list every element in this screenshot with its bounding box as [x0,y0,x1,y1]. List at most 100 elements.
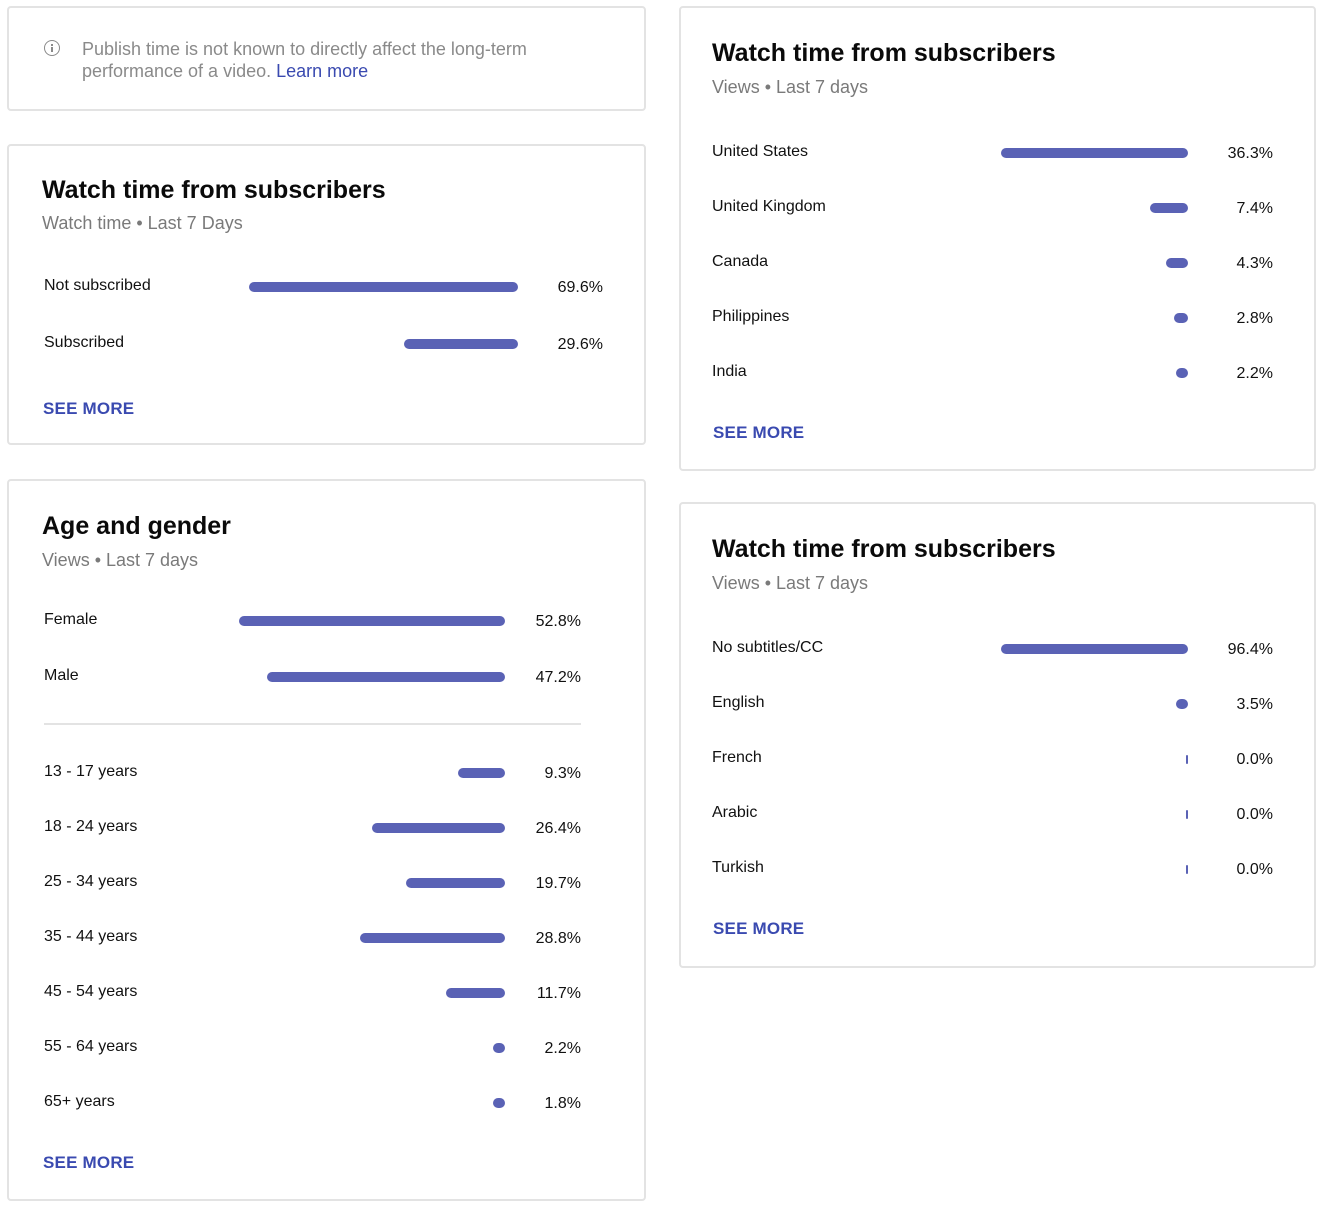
row-value: 2.2% [1236,365,1273,382]
bar-track [239,672,505,682]
learn-more-link[interactable]: Learn more [276,61,369,81]
row-label: 65+ years [44,1093,115,1110]
bar-fill [1186,865,1188,874]
row-label: Subscribed [44,334,125,351]
row-label: Arabic [712,804,758,821]
bar-row: Arabic 0.0% [712,803,1273,827]
bar-track [239,768,505,778]
row-label: 18 - 24 years [44,818,138,835]
row-value: 96.4% [1227,641,1273,658]
bar-row: No subtitles/CC 96.4% [712,638,1273,662]
bar-track [239,933,505,943]
bar-row: Not subscribed 69.6% [44,276,603,300]
see-more-button[interactable]: SEE MORE [713,919,805,938]
bar-fill [1186,755,1188,764]
bar-track [1001,368,1188,378]
row-label: Turkish [712,859,764,876]
row-value: 19.7% [535,875,581,892]
row-value: 2.8% [1236,310,1273,327]
see-more-button[interactable]: SEE MORE [713,423,805,442]
notice-message: Publish time is not known to directly af… [82,39,527,81]
card-title: Watch time from subscribers [42,176,386,204]
bar-fill [493,1043,505,1053]
row-value: 11.7% [536,985,581,1002]
geography-card: Watch time from subscribers Views • Last… [679,6,1316,471]
bar-track [1001,864,1188,874]
bar-track [239,823,505,833]
row-label: Canada [712,253,769,270]
section-divider [44,723,581,725]
bar-track [1001,754,1188,764]
bar-track [1001,644,1188,654]
card-subtitle: Views • Last 7 days [42,550,199,570]
bar-track [239,988,505,998]
bar-fill [446,988,505,998]
bar-fill [1176,699,1188,709]
bar-row: Turkish 0.0% [712,858,1273,882]
row-label: United States [712,143,809,160]
bar-fill [1001,148,1188,158]
bar-fill [493,1098,505,1108]
row-label: French [712,749,762,766]
row-value: 47.2% [535,669,581,686]
bar-fill [1174,313,1188,323]
bar-row: French 0.0% [712,748,1273,772]
card-subtitle: Watch time • Last 7 Days [42,213,243,233]
see-more-button[interactable]: SEE MORE [43,1153,135,1172]
row-value: 2.2% [544,1040,581,1057]
row-value: 26.4% [535,820,581,837]
bar-row: 13 - 17 years 9.3% [44,762,581,786]
bar-row: India 2.2% [712,362,1273,386]
bar-track [249,282,518,292]
row-value: 1.8% [544,1095,581,1112]
row-value: 3.5% [1236,696,1273,713]
row-value: 9.3% [544,765,581,782]
row-value: 0.0% [1236,861,1273,878]
row-label: 25 - 34 years [44,873,138,890]
bar-fill [1176,368,1188,378]
row-value: 0.0% [1236,751,1273,768]
card-title: Age and gender [42,512,231,540]
row-label: 35 - 44 years [44,928,138,945]
row-label: 55 - 64 years [44,1038,138,1055]
row-value: 36.3% [1227,145,1273,162]
subtitles-cc-card: Watch time from subscribers Views • Last… [679,502,1316,968]
row-label: Philippines [712,308,790,325]
bar-row: 55 - 64 years 2.2% [44,1037,581,1061]
row-value: 7.4% [1236,200,1273,217]
card-subtitle: Views • Last 7 days [712,573,869,593]
bar-row: Subscribed 29.6% [44,333,603,357]
bar-fill [1001,644,1188,654]
bar-row: 35 - 44 years 28.8% [44,927,581,951]
bar-fill [267,672,505,682]
card-title: Watch time from subscribers [712,535,1056,563]
row-label: India [712,363,747,380]
bar-row: Male 47.2% [44,666,581,690]
row-label: 13 - 17 years [44,763,138,780]
bar-track [1001,809,1188,819]
bar-fill [372,823,505,833]
bar-row: Philippines 2.8% [712,307,1273,331]
bar-row: United States 36.3% [712,142,1273,166]
bar-track [1001,148,1188,158]
bar-track [1001,313,1188,323]
row-value: 29.6% [557,336,603,353]
age-gender-card: Age and gender Views • Last 7 days Femal… [7,479,646,1201]
row-value: 69.6% [557,279,603,296]
bar-track [249,339,518,349]
info-icon [44,40,60,56]
row-value: 52.8% [535,613,581,630]
notice-text: Publish time is not known to directly af… [82,38,602,82]
row-label: No subtitles/CC [712,639,824,656]
row-label: 45 - 54 years [44,983,138,1000]
card-title: Watch time from subscribers [712,39,1056,67]
bar-row: Female 52.8% [44,610,581,634]
bar-track [1001,258,1188,268]
row-value: 4.3% [1236,255,1273,272]
see-more-button[interactable]: SEE MORE [43,399,135,418]
bar-fill [404,339,518,349]
row-label: United Kingdom [712,198,826,215]
bar-row: English 3.5% [712,693,1273,717]
bar-fill [458,768,505,778]
bar-track [239,878,505,888]
